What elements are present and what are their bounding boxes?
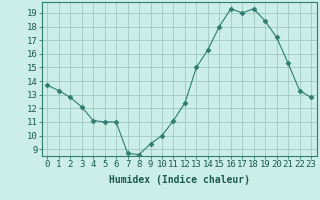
X-axis label: Humidex (Indice chaleur): Humidex (Indice chaleur): [109, 175, 250, 185]
